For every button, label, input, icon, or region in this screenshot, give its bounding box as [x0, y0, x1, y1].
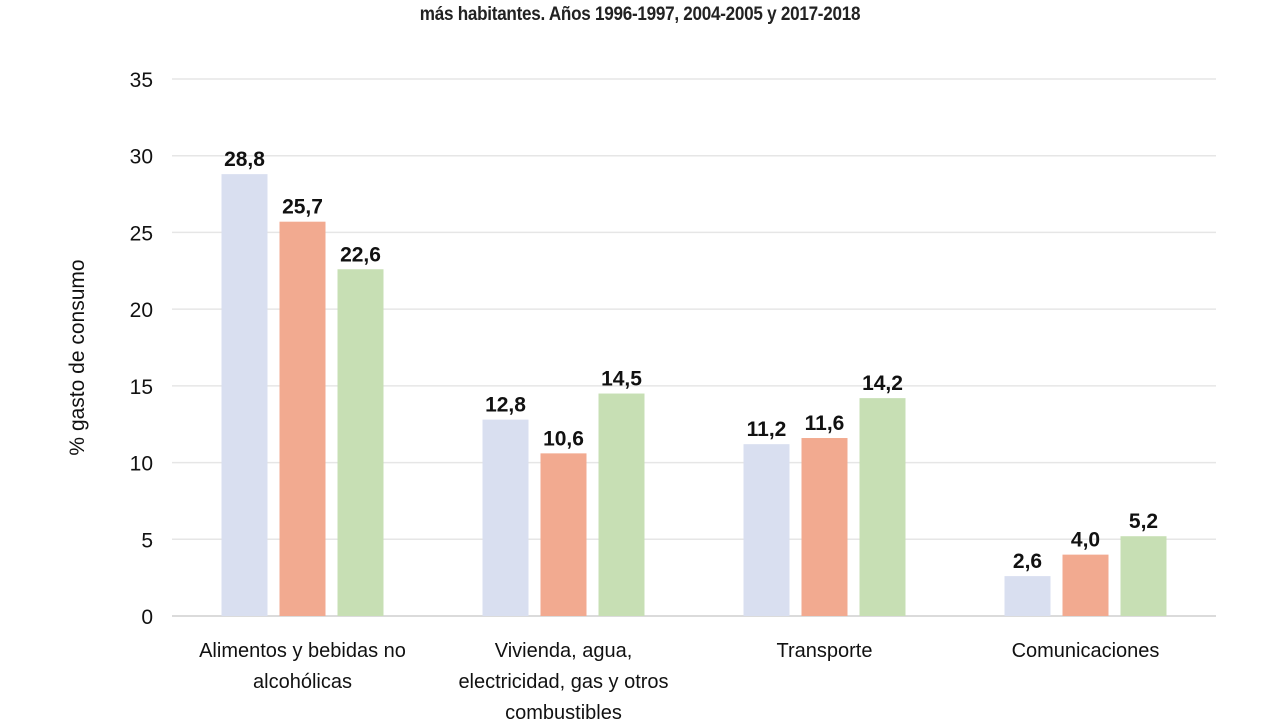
data-label: 5,2 [1129, 510, 1158, 533]
bar [540, 453, 587, 616]
x-tick-label: alcohólicas [253, 671, 352, 693]
bar [1120, 536, 1167, 616]
data-label: 11,2 [747, 418, 787, 441]
data-label: 2,6 [1013, 550, 1042, 573]
x-tick-label: Comunicaciones [1012, 640, 1160, 662]
bar [482, 419, 529, 616]
data-label: 4,0 [1071, 529, 1100, 552]
data-label: 14,5 [601, 368, 642, 391]
x-tick-label: Alimentos y bebidas no [199, 640, 406, 662]
y-axis-label: % gasto de consumo [66, 259, 89, 455]
chart-title: más habitantes. Años 1996-1997, 2004-200… [419, 4, 861, 25]
y-tick-label: 20 [130, 299, 153, 322]
data-label: 10,6 [543, 427, 584, 450]
data-label: 22,6 [340, 243, 381, 266]
bar [859, 398, 906, 616]
data-label: 12,8 [485, 394, 526, 417]
x-tick-label: Transporte [777, 640, 873, 662]
y-tick-label: 15 [130, 376, 153, 399]
x-tick-label: Vivienda, agua, [495, 640, 633, 662]
bar [598, 393, 645, 616]
bar [221, 174, 268, 616]
x-tick-label: combustibles [505, 702, 622, 720]
y-tick-label: 30 [130, 146, 153, 169]
bar [337, 269, 384, 616]
data-label: 25,7 [282, 196, 323, 219]
y-tick-label: 10 [130, 453, 153, 476]
y-tick-label: 35 [130, 69, 153, 92]
bar [279, 221, 326, 616]
data-label: 28,8 [224, 148, 265, 171]
y-tick-label: 0 [141, 606, 153, 629]
bar [1004, 576, 1051, 616]
bar [1062, 554, 1109, 616]
data-label: 14,2 [862, 372, 903, 395]
bar [743, 444, 790, 616]
x-tick-label: electricidad, gas y otros [458, 671, 668, 693]
data-label: 11,6 [805, 412, 845, 435]
y-tick-label: 25 [130, 222, 153, 245]
bar [801, 438, 848, 616]
y-tick-label: 5 [141, 529, 153, 552]
